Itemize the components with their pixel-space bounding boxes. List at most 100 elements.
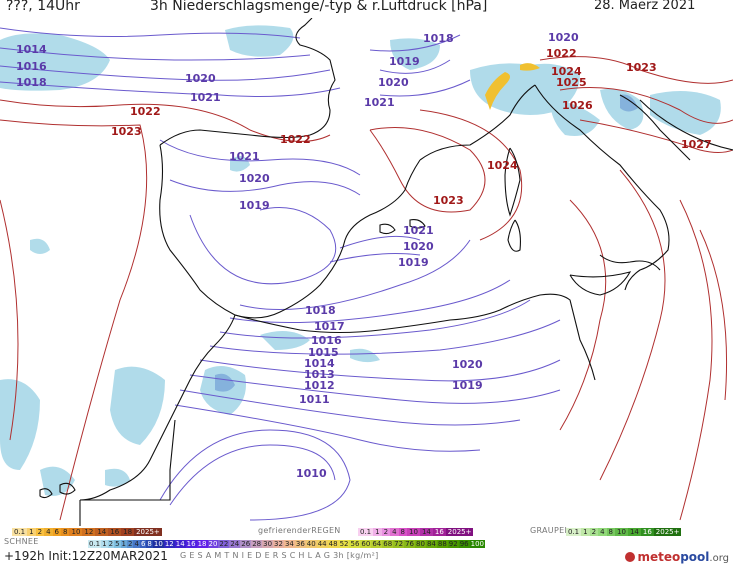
label-1018: 1018 <box>305 304 336 317</box>
total-cell: 36 <box>294 540 306 548</box>
total-cell: 88 <box>436 540 448 548</box>
rain-cell: 2025+ <box>445 528 474 536</box>
logo-pool: pool <box>680 550 710 564</box>
freezing-rain-label: gefrierenderREGEN <box>258 526 341 535</box>
graupel-label: GRAUPEL <box>530 526 570 535</box>
total-cell: 80 <box>415 540 426 548</box>
snow-cell: 18 <box>121 528 135 536</box>
rain-cell: 14 <box>419 528 433 536</box>
snow-areas <box>485 63 540 110</box>
total-cell: 100 <box>469 540 485 548</box>
logo-meteo: meteo <box>637 550 681 564</box>
total-cell: 8 <box>146 540 153 548</box>
total-cell: 72 <box>393 540 405 548</box>
total-cell: 28 <box>251 540 263 548</box>
rain-cell: 1 <box>373 528 382 536</box>
label-1011: 1011 <box>299 393 330 406</box>
label-1024: 1024 <box>551 65 582 78</box>
label-1021: 1021 <box>190 91 221 104</box>
snow-cell: 4 <box>44 528 53 536</box>
total-cell: 16 <box>185 540 197 548</box>
graupel-cell: 2 <box>589 528 599 536</box>
total-cell: 30 <box>262 540 274 548</box>
total-precip-label: G E S A M T N I E D E R S C H L A G 3h [… <box>180 551 379 560</box>
total-cell: 44 <box>316 540 328 548</box>
label-1020: 1020 <box>548 31 579 44</box>
label-1022: 1022 <box>546 47 577 60</box>
graupel-cell: 0.1 <box>566 528 582 536</box>
label-1026: 1026 <box>562 99 593 112</box>
label-1021: 1021 <box>403 224 434 237</box>
rain-cell: 4 <box>390 528 399 536</box>
rain-cell: 0.1 <box>358 528 374 536</box>
snow-label: SCHNEE <box>4 537 39 546</box>
total-cell: 6 <box>139 540 147 548</box>
total-cell: 92 <box>447 540 459 548</box>
label-1018: 1018 <box>16 76 47 89</box>
label-1020: 1020 <box>452 358 483 371</box>
graupel-cell: 4 <box>598 528 607 536</box>
label-1020: 1020 <box>378 76 409 89</box>
label-1022: 1022 <box>130 105 161 118</box>
rain-cell: 2 <box>381 528 391 536</box>
graupel-cell: 1 <box>581 528 590 536</box>
total-cell: 32 <box>273 540 284 548</box>
total-cell: 60 <box>360 540 372 548</box>
isobars-high <box>0 56 733 521</box>
total-cell: 56 <box>349 540 361 548</box>
init-time: Init:12Z20MAR2021 <box>48 549 168 563</box>
total-precip-scale: 0.1 1 2 5 1 2 4 6 8 10 12 14 16 18 20 22… <box>88 540 485 548</box>
label-1016: 1016 <box>16 60 47 73</box>
coastlines <box>39 18 733 526</box>
graupel-cell: 10 <box>615 528 628 536</box>
label-1017: 1017 <box>314 320 345 333</box>
forecast-info: +192h Init:12Z20MAR2021 <box>4 549 168 563</box>
label-1022: 1022 <box>280 133 311 146</box>
label-1023: 1023 <box>626 61 657 74</box>
total-cell: 12 <box>163 540 175 548</box>
label-1020: 1020 <box>403 240 434 253</box>
forecast-hour: +192h <box>4 549 45 563</box>
label-1015: 1015 <box>308 346 339 359</box>
label-1018: 1018 <box>423 32 454 45</box>
total-cell: 40 <box>305 540 317 548</box>
total-cell: 84 <box>425 540 437 548</box>
snow-cell: 2 <box>35 528 45 536</box>
total-cell: 26 <box>240 540 252 548</box>
label-1020: 1020 <box>239 172 270 185</box>
precipitation-legend: 0.1 1 2 4 6 8 10 12 14 16 18 2025+ SCHNE… <box>0 526 733 566</box>
graupel-cell: 8 <box>606 528 616 536</box>
total-cell: 2 <box>127 540 134 548</box>
rain-cell: 8 <box>398 528 408 536</box>
label-1013: 1013 <box>304 368 335 381</box>
precip-darker <box>215 94 638 392</box>
map-date: 28. Maerz 2021 <box>594 0 696 13</box>
total-cell: 4 <box>133 540 140 548</box>
weather-map[interactable]: 1014 1016 1018 1020 1021 1018 1019 1020 … <box>0 18 733 526</box>
total-cell: 52 <box>338 540 350 548</box>
snow-cell: 16 <box>108 528 122 536</box>
isobars-low <box>0 27 561 521</box>
label-1014: 1014 <box>304 357 335 370</box>
label-1021: 1021 <box>364 96 395 109</box>
total-cell: 0.1 <box>88 540 102 548</box>
total-cell: 18 <box>196 540 208 548</box>
map-header: ???, 14Uhr 3h Niederschlagsmenge/-typ & … <box>0 0 733 18</box>
total-cell: 1 <box>120 540 128 548</box>
total-cell: 64 <box>371 540 383 548</box>
label-1020: 1020 <box>185 72 216 85</box>
meteopool-logo[interactable]: meteopool.org <box>625 550 729 564</box>
snow-cell: 12 <box>82 528 96 536</box>
snow-cell: 8 <box>61 528 70 536</box>
logo-tld: .org <box>709 553 729 564</box>
label-1024: 1024 <box>487 159 518 172</box>
label-1021: 1021 <box>229 150 260 163</box>
map-title: 3h Niederschlagsmenge/-typ & r.Luftdruck… <box>150 0 488 14</box>
label-1019: 1019 <box>398 256 429 269</box>
graupel-scale: 0.1 1 2 4 8 10 14 16 2025+ <box>566 528 682 536</box>
total-cell: 20 <box>207 540 219 548</box>
label-1019: 1019 <box>239 199 270 212</box>
label-1016: 1016 <box>311 334 342 347</box>
label-1023: 1023 <box>111 125 142 138</box>
isobar-labels-low: 1014 1016 1018 1020 1021 1018 1019 1020 … <box>16 31 579 480</box>
